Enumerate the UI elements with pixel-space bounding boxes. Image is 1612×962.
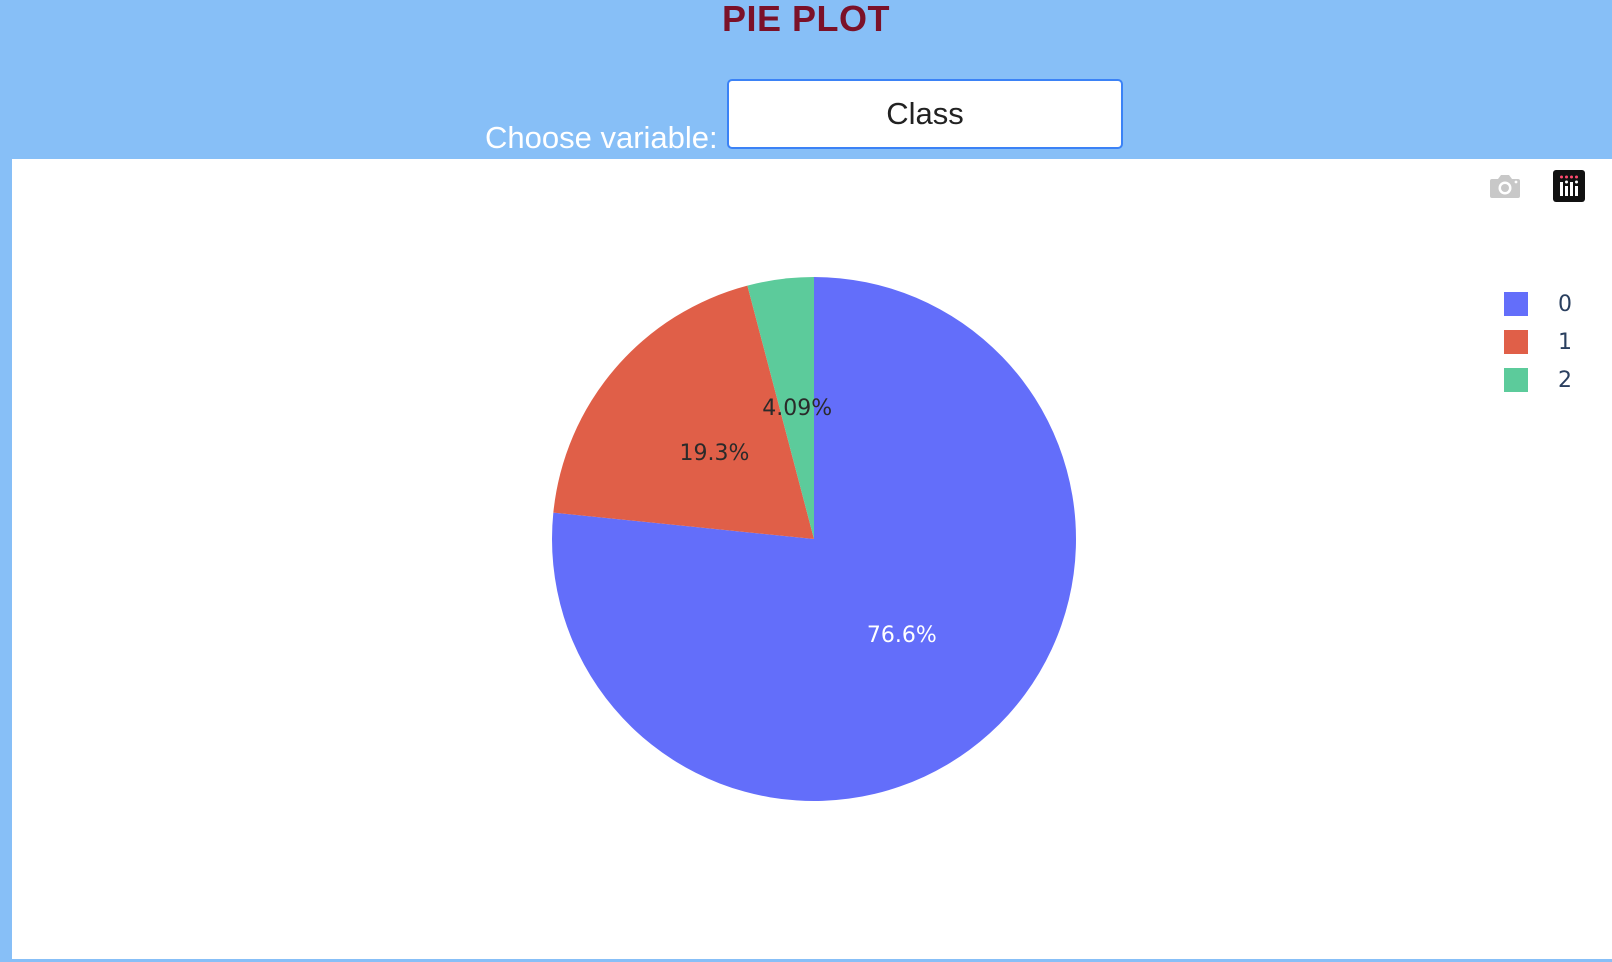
pie-slice-1[interactable] (553, 285, 814, 539)
slice-label-0: 76.6% (867, 623, 937, 648)
plotly-logo-icon[interactable] (1552, 169, 1586, 203)
legend-label-2: 2 (1558, 367, 1572, 393)
legend-item-0[interactable]: 0 (1504, 285, 1572, 323)
variable-select[interactable]: Class (727, 79, 1123, 149)
legend-label-0: 0 (1558, 291, 1572, 317)
slice-label-1: 19.3% (679, 441, 749, 466)
slice-label-2: 4.09% (762, 396, 832, 421)
legend-label-1: 1 (1558, 329, 1572, 355)
plot-area: 76.6% 19.3% 4.09% (12, 159, 1612, 959)
pie-slice-0[interactable] (552, 277, 1077, 802)
legend-item-1[interactable]: 1 (1504, 323, 1572, 361)
variable-select-value: Class (886, 96, 964, 131)
legend: 0 1 2 (1504, 285, 1572, 399)
pie-slice-2[interactable] (747, 277, 814, 539)
legend-swatch-0 (1504, 292, 1528, 316)
legend-swatch-1 (1504, 330, 1528, 354)
camera-icon[interactable] (1488, 169, 1522, 203)
page-title: PIE PLOT (721, 0, 891, 39)
choose-variable-label: Choose variable: (485, 120, 718, 155)
modebar (1488, 169, 1586, 203)
legend-item-2[interactable]: 2 (1504, 361, 1572, 399)
legend-swatch-2 (1504, 368, 1528, 392)
pie-chart: 76.6% 19.3% 4.09% (552, 277, 1077, 802)
